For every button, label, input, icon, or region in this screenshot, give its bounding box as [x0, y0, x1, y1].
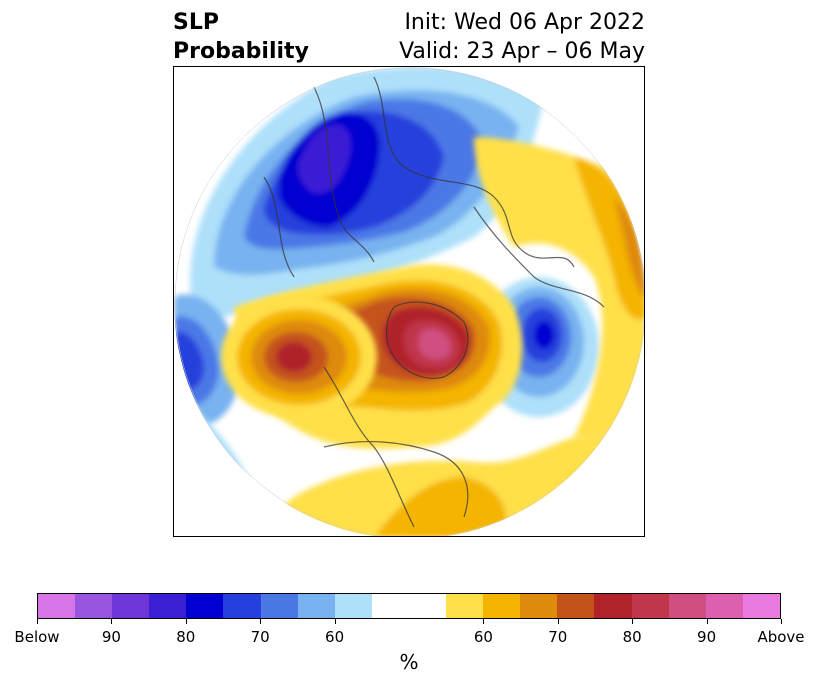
colorbar-segment — [186, 594, 224, 618]
colorbar-tick-label: Above — [757, 628, 805, 646]
colorbar-tick-label: 70 — [250, 628, 270, 646]
colorbar-tick-label: 90 — [101, 628, 121, 646]
colorbar-segment — [371, 594, 447, 618]
chart-title-dates: Init: Wed 06 Apr 2022 Valid: 23 Apr – 06… — [399, 8, 645, 66]
colorbar-segment — [75, 594, 113, 618]
colorbar-tick — [111, 619, 113, 624]
above-normal-alaska — [221, 295, 377, 419]
colorbar-segment — [742, 594, 780, 618]
coastlines — [263, 76, 605, 528]
colorbar-tick-label: 60 — [473, 628, 493, 646]
colorbar-segment — [483, 594, 521, 618]
colorbar-tick — [37, 619, 38, 624]
colorbar-tick-label: 60 — [325, 628, 345, 646]
probability-map-svg — [174, 67, 644, 536]
colorbar-segment — [557, 594, 595, 618]
colorbar-tick — [260, 619, 262, 624]
colorbar-segment — [260, 594, 298, 618]
colorbar-segment — [520, 594, 558, 618]
colorbar-segment — [446, 594, 484, 618]
colorbar-tick-label: 80 — [622, 628, 642, 646]
colorbar-tick — [185, 619, 187, 624]
colorbar-tick — [632, 619, 634, 624]
valid-range: Valid: 23 Apr – 06 May — [399, 39, 645, 64]
polar-map — [173, 66, 645, 537]
colorbar-segment — [334, 594, 372, 618]
colorbar-segment — [223, 594, 261, 618]
colorbar-tick-label: 70 — [548, 628, 568, 646]
title-probability: Probability — [173, 39, 309, 64]
colorbar-unit-label: % — [399, 650, 419, 674]
below-normal-north — [190, 67, 544, 321]
title-slp: SLP — [173, 10, 219, 35]
colorbar — [37, 593, 781, 619]
map-disc-outline — [174, 67, 644, 536]
colorbar-segment — [149, 594, 187, 618]
colorbar-tick — [483, 619, 485, 624]
colorbar-tick-label: 80 — [176, 628, 196, 646]
colorbar-segment — [112, 594, 150, 618]
colorbar-segment — [594, 594, 632, 618]
colorbar-tick — [334, 619, 336, 624]
colorbar-segment — [631, 594, 669, 618]
colorbar-tick — [781, 619, 782, 624]
above-normal-europe — [474, 137, 644, 440]
colorbar-tick-label: Below — [14, 628, 60, 646]
colorbar-segment — [668, 594, 706, 618]
colorbar-tick — [557, 619, 559, 624]
colorbar-segment — [38, 594, 76, 618]
init-date: Init: Wed 06 Apr 2022 — [404, 10, 645, 35]
colorbar-tick-label: 90 — [697, 628, 717, 646]
chart-title-product: SLP Probability — [173, 8, 309, 66]
colorbar-segment — [705, 594, 743, 618]
colorbar-tick — [706, 619, 708, 624]
colorbar-segment — [297, 594, 335, 618]
